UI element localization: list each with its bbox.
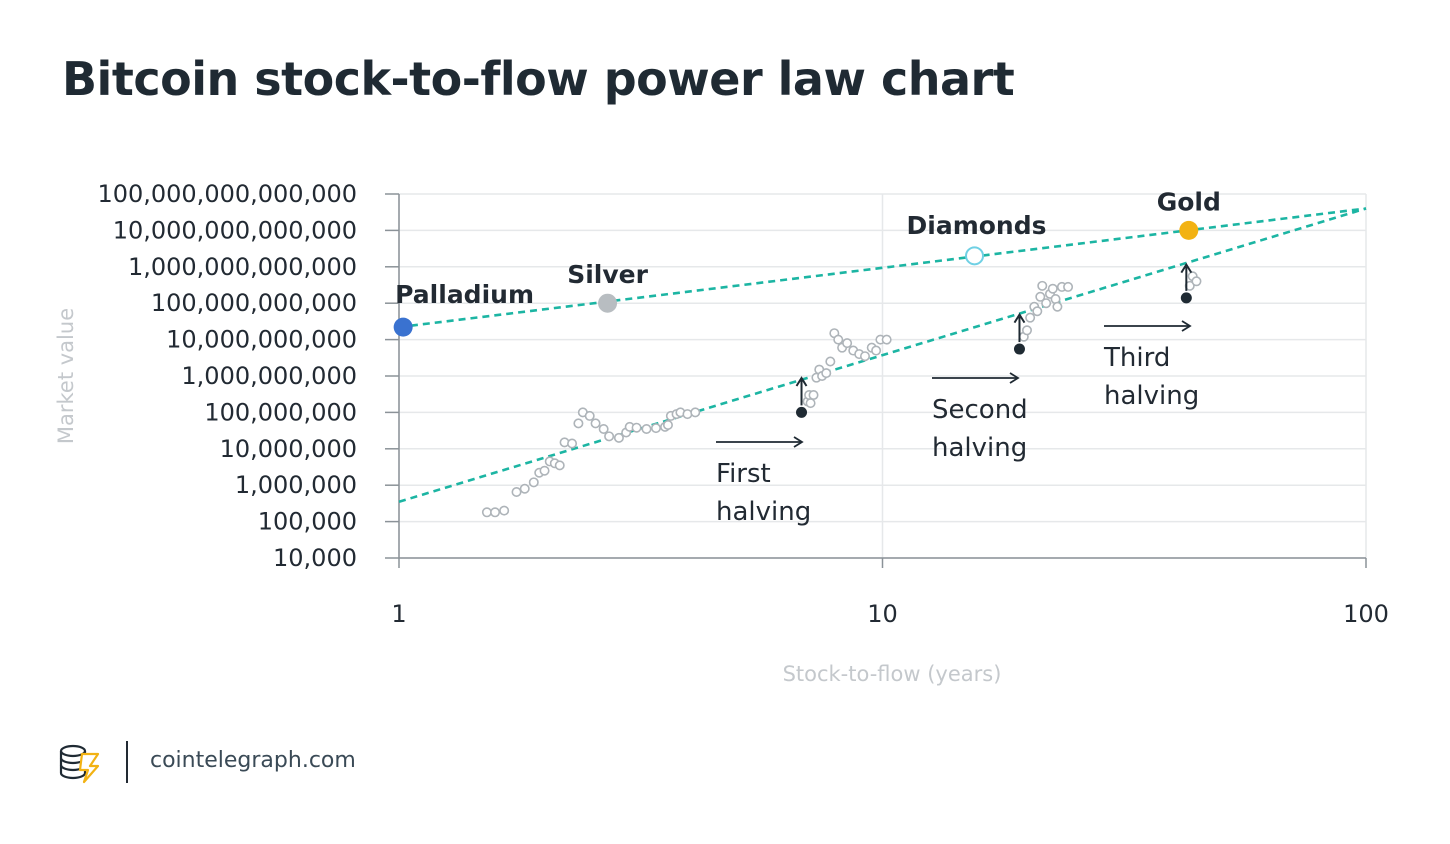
halving-point (1013, 343, 1025, 355)
x-tick-label: 100 (1343, 600, 1389, 628)
y-tick-label: 10,000,000 (220, 435, 357, 463)
btc-data-point (662, 420, 673, 431)
btc-data-point (1191, 276, 1202, 287)
btc-data-point (833, 334, 844, 345)
btc-data-point (808, 390, 819, 401)
x-tick-label: 10 (867, 600, 898, 628)
material-label: Palladium (395, 280, 534, 309)
trend-lines (398, 207, 1367, 504)
material-label: Diamonds (907, 211, 1047, 240)
btc-data-point (682, 409, 693, 420)
halving-label: First (716, 459, 771, 489)
btc-data-point (1025, 312, 1036, 323)
btc-data-point (1035, 291, 1046, 302)
btc-data-point (490, 507, 501, 518)
btc-data-point (481, 507, 492, 518)
btc-data-point (825, 356, 836, 367)
halving-annotations: First halving Second halving Third halving (716, 262, 1199, 527)
halving-point (796, 406, 808, 418)
btc-data-point (821, 368, 832, 379)
btc-data-point (1063, 281, 1074, 292)
material-point (965, 246, 985, 266)
halving-label: halving (932, 433, 1027, 463)
btc-data-point (805, 398, 816, 409)
halving-point (1180, 292, 1192, 304)
material-point (393, 317, 413, 337)
btc-data-point (499, 505, 510, 516)
btc-data-point (1052, 301, 1063, 312)
x-tick-labels: 1 10 100 (391, 600, 1389, 628)
y-tick-labels: 10,000 100,000 1,000,000 10,000,000 100,000,… (97, 180, 357, 572)
trend-line (398, 207, 1367, 329)
y-tick-label: 100,000,000,000,000 (97, 180, 357, 208)
y-tick-label: 100,000,000,000 (151, 289, 357, 317)
btc-data-point (519, 483, 530, 494)
halving-arrowhead-right (793, 436, 804, 448)
btc-data-point (1041, 298, 1052, 309)
material-point (598, 293, 618, 313)
axes (385, 193, 1367, 568)
chart-title: Bitcoin stock-to-flow power law chart (62, 52, 1015, 106)
cointelegraph-logo-icon (59, 744, 100, 784)
halving-arrowhead (1013, 312, 1026, 324)
y-tick-label: 1,000,000,000 (181, 362, 357, 390)
btc-data-point (1032, 306, 1043, 317)
material-label: Gold (1157, 187, 1221, 216)
btc-data-point (641, 423, 652, 434)
halving-label: halving (716, 497, 811, 527)
footer-divider (126, 741, 128, 783)
btc-data-point (859, 351, 870, 362)
btc-data-point (650, 423, 661, 434)
trend-line (398, 207, 1367, 504)
materials: Palladium Silver Diamonds Gold (393, 187, 1221, 337)
halving-label: Third (1103, 343, 1170, 373)
halving-label: halving (1104, 381, 1199, 411)
y-tick-label: 100,000,000 (204, 398, 357, 426)
x-axis-title: Stock-to-flow (years) (783, 662, 1002, 686)
halving-arrowhead-right (1181, 320, 1192, 332)
y-tick-label: 100,000 (258, 508, 357, 536)
btc-data-point (528, 477, 539, 488)
btc-data-point (631, 422, 642, 433)
bitcoin-points (481, 271, 1202, 518)
y-tick-label: 1,000,000 (235, 471, 357, 499)
y-tick-label: 10,000,000,000 (166, 326, 357, 354)
y-tick-label: 10,000,000,000,000 (113, 216, 357, 244)
btc-data-point (1047, 283, 1058, 294)
material-point (1179, 220, 1199, 240)
btc-data-point (573, 418, 584, 429)
btc-data-point (842, 338, 853, 349)
y-tick-label: 1,000,000,000,000 (128, 253, 357, 281)
btc-data-point (690, 407, 701, 418)
halving-label: Second (932, 395, 1028, 425)
material-label: Silver (567, 260, 648, 289)
btc-data-point (511, 487, 522, 498)
y-tick-label: 10,000 (273, 544, 357, 572)
halving-arrowhead (1180, 262, 1193, 274)
btc-data-point (1021, 325, 1032, 336)
btc-data-point (604, 431, 615, 442)
btc-data-point (881, 334, 892, 345)
halving-arrowhead-right (1009, 372, 1020, 384)
btc-data-point (554, 460, 565, 471)
brand-name: cointelegraph.com (150, 748, 356, 773)
btc-data-point (598, 423, 609, 434)
btc-data-point (1037, 280, 1048, 291)
halving-arrowhead (795, 376, 808, 387)
btc-data-point (871, 345, 882, 356)
btc-data-point (567, 438, 578, 449)
grid (398, 193, 1367, 559)
btc-data-point (584, 410, 595, 421)
y-axis-title: Market value (54, 308, 78, 444)
btc-data-point (613, 432, 624, 443)
btc-data-point (590, 418, 601, 429)
btc-data-point (539, 465, 550, 476)
x-tick-label: 1 (391, 600, 406, 628)
